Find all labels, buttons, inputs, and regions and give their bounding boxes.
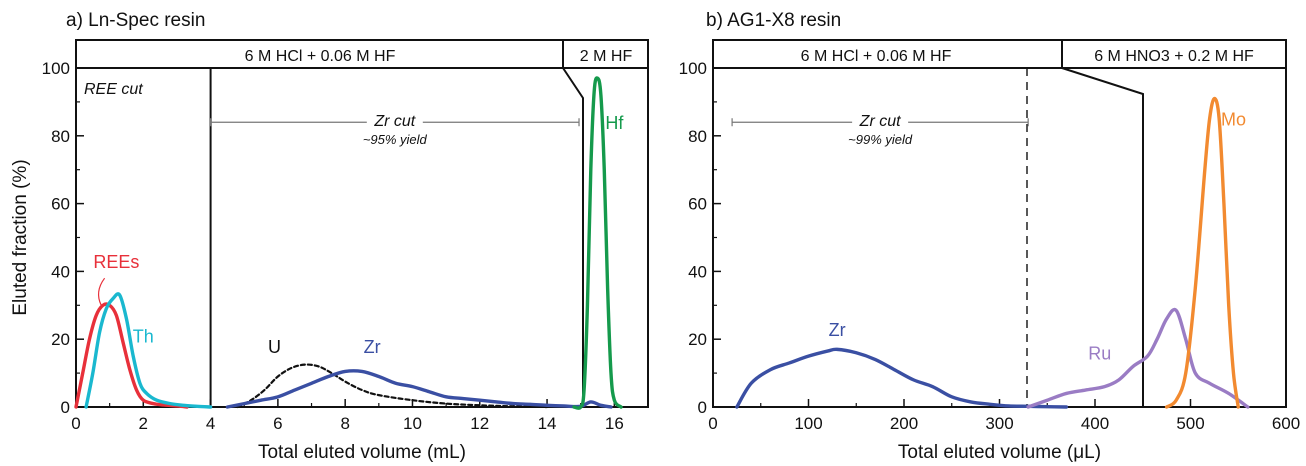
cut-yield: ~99% yield <box>848 132 913 147</box>
band-label: 6 M HCl + 0.06 M HF <box>801 48 952 65</box>
cut-yield: ~95% yield <box>363 132 428 147</box>
series-line-ru <box>1026 307 1250 409</box>
y-tick-label: 80 <box>51 127 70 146</box>
chart-2: b) AG1-X8 resin 6 M HCl + 0.06 M HF 6 M HN… <box>679 10 1301 463</box>
series-label-mo: Mo <box>1221 110 1246 130</box>
x-tick-label: 300 <box>985 414 1013 433</box>
series-label-hf: Hf <box>605 113 624 133</box>
series-label-zr: Zr <box>364 337 381 357</box>
series-line-u <box>236 363 549 409</box>
y-tick-label: 60 <box>51 195 70 214</box>
series-label-zr: Zr <box>829 320 846 340</box>
series-line-hf <box>572 76 623 410</box>
x-tick-label: 200 <box>890 414 918 433</box>
series-line-zr <box>735 347 1069 409</box>
x-tick-label: 12 <box>470 414 489 433</box>
rees-leader-line <box>97 277 106 306</box>
y-tick-label: 40 <box>688 262 707 281</box>
y-tick-label: 0 <box>698 398 707 417</box>
y-tick-label: 20 <box>688 330 707 349</box>
chart-1: a) Ln-Spec resin 6 M HCl + 0.06 M HF 2 M H… <box>10 10 649 463</box>
series-label-th: Th <box>133 327 154 347</box>
y-tick-label: 80 <box>688 127 707 146</box>
ree-cut-label: REE cut <box>84 81 143 98</box>
series-label-u: U <box>268 337 281 357</box>
series-label-ru: Ru <box>1088 344 1111 364</box>
y-tick-label: 100 <box>679 59 707 78</box>
x-axis-label: Total eluted volume (mL) <box>258 442 466 463</box>
chart-title: b) AG1-X8 resin <box>706 10 841 31</box>
y-tick-label: 40 <box>51 262 70 281</box>
x-tick-label: 6 <box>273 414 282 433</box>
x-tick-label: 2 <box>139 414 148 433</box>
x-tick-label: 0 <box>71 414 80 433</box>
band-label: 6 M HCl + 0.06 M HF <box>245 48 396 65</box>
series-line-th <box>84 292 213 409</box>
x-tick-label: 16 <box>605 414 624 433</box>
y-tick-label: 20 <box>51 330 70 349</box>
cut-label: Zr cut <box>373 113 415 130</box>
eluent-change-line <box>1061 67 1144 407</box>
x-tick-label: 500 <box>1176 414 1204 433</box>
x-tick-label: 10 <box>403 414 422 433</box>
x-tick-label: 14 <box>538 414 557 433</box>
x-tick-label: 4 <box>206 414 215 433</box>
plot-frame <box>75 39 649 408</box>
x-tick-label: 100 <box>794 414 822 433</box>
x-tick-label: 8 <box>340 414 349 433</box>
x-tick-label: 400 <box>1081 414 1109 433</box>
band-label: 2 M HF <box>580 48 633 65</box>
chart-title: a) Ln-Spec resin <box>66 10 205 31</box>
x-tick-label: 600 <box>1272 414 1300 433</box>
x-axis-label: Total eluted volume (μL) <box>898 442 1101 463</box>
y-tick-label: 0 <box>61 398 70 417</box>
cut-label-bg <box>852 108 909 129</box>
cut-label: Zr cut <box>859 113 901 130</box>
y-tick-label: 60 <box>688 195 707 214</box>
cut-label-bg <box>366 108 423 129</box>
series-line-mo <box>1164 96 1240 409</box>
y-axis-label: Eluted fraction (%) <box>10 159 31 315</box>
series-line-rees <box>74 302 189 409</box>
series-label-rees: REEs <box>93 252 139 272</box>
y-tick-label: 100 <box>42 59 70 78</box>
series-line-zr <box>225 369 613 409</box>
eluent-change-line <box>562 67 584 407</box>
band-label: 6 M HNO3 + 0.2 M HF <box>1094 48 1254 65</box>
x-tick-label: 0 <box>708 414 717 433</box>
